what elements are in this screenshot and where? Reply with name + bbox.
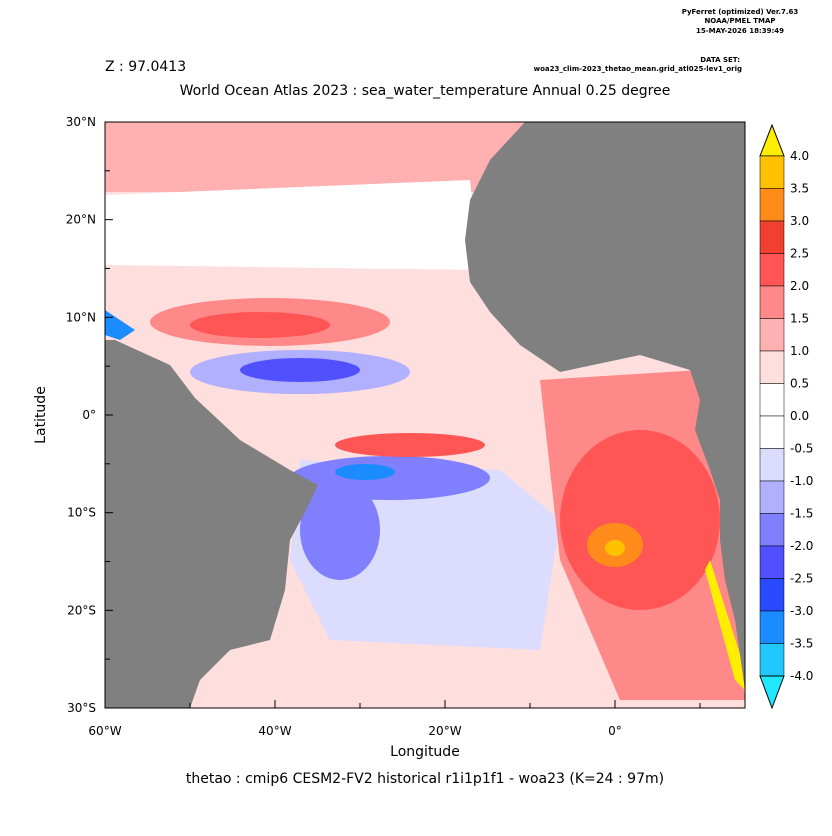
warm-core [190, 312, 330, 338]
y-axis-label: Latitude [33, 386, 49, 444]
colorbar-swatch [759, 513, 785, 547]
colorbar-label: 0.5 [790, 377, 809, 391]
warm-east-core [560, 430, 720, 610]
colorbar-swatch [759, 578, 785, 612]
dataset: woa23_clim-2023_thetao_mean.grid_atl025-… [534, 65, 742, 73]
cold-core [240, 358, 360, 382]
cold-core-south [335, 464, 395, 480]
colorbar-label: 1.5 [790, 312, 809, 326]
z-label: Z : 97.0413 [105, 59, 186, 75]
colorbar-label: 4.0 [790, 149, 809, 163]
colorbar-label: -2.0 [790, 539, 813, 553]
colorbar-label: 3.0 [790, 214, 809, 228]
colorbar-label: 0.0 [790, 409, 809, 423]
y-tick-label: 10°S [67, 506, 96, 520]
colorbar-label: -0.5 [790, 442, 813, 456]
colorbar-label: -1.0 [790, 474, 813, 488]
colorbar-swatch [759, 350, 785, 384]
colorbar-swatch [759, 480, 785, 514]
y-tick-label: 0° [82, 408, 96, 422]
colorbar-label: -4.0 [790, 669, 813, 683]
colorbar-swatch [759, 643, 785, 677]
colorbar-swatch [759, 448, 785, 482]
colorbar-label: -3.0 [790, 604, 813, 618]
colorbar-label: -1.5 [790, 507, 813, 521]
title: World Ocean Atlas 2023 : sea_water_tempe… [180, 83, 671, 99]
colorbar-label: -3.5 [790, 637, 813, 651]
colorbar-swatch [759, 545, 785, 579]
coastal-hot [705, 560, 745, 690]
land-south-america [105, 340, 318, 708]
colorbar-swatch [759, 610, 785, 644]
colorbar-label: 1.0 [790, 344, 809, 358]
x-axis-label: Longitude [390, 744, 460, 760]
colorbar-label: 2.5 [790, 247, 809, 261]
colorbar-arrow-bottom [759, 675, 785, 710]
y-tick-label: 20°S [67, 603, 96, 617]
footer: thetao : cmip6 CESM2-FV2 historical r1i1… [186, 771, 664, 787]
x-tick-label: 60°W [88, 724, 121, 738]
land-africa [465, 122, 745, 690]
colorbar-swatch [759, 155, 785, 189]
hot-core [605, 540, 625, 556]
colorbar-swatch [759, 253, 785, 287]
colorbar-swatch [759, 188, 785, 222]
colorbar-swatch [759, 415, 785, 449]
colorbar-swatch [759, 220, 785, 254]
field [105, 122, 745, 708]
colorbar-label: -2.5 [790, 572, 813, 586]
colorbar-arrow-top [759, 123, 785, 157]
colorbar-swatch [759, 318, 785, 352]
north-band [105, 122, 525, 192]
organization: NOAA/PMEL TMAP [704, 17, 775, 25]
y-tick-label: 20°N [66, 213, 96, 227]
x-tick-label: 20°W [428, 724, 461, 738]
warm-band-eq [335, 433, 485, 457]
colorbar: 4.0 3.5 3.0 2.5 2.0 1.5 1.0 0.5 0.0 -0.5 -1.0 -1.5 -… [759, 123, 813, 710]
colorbar-label: 3.5 [790, 182, 809, 196]
cold-coast [300, 480, 380, 580]
x-tick-label: 40°W [258, 724, 291, 738]
x-tick-label: 0° [608, 724, 622, 738]
dataset-label: DATA SET: [700, 56, 740, 64]
white-band [105, 180, 480, 270]
colorbar-swatch [759, 383, 785, 417]
y-tick-label: 30°N [66, 115, 96, 129]
colorbar-label: 2.0 [790, 279, 809, 293]
colorbar-swatch [759, 285, 785, 319]
y-tick-label: 30°S [67, 701, 96, 715]
program: PyFerret (optimized) Ver.7.63 [682, 8, 799, 16]
y-tick-label: 10°N [66, 310, 96, 324]
date: 15-MAY-2026 18:39:49 [696, 27, 784, 35]
